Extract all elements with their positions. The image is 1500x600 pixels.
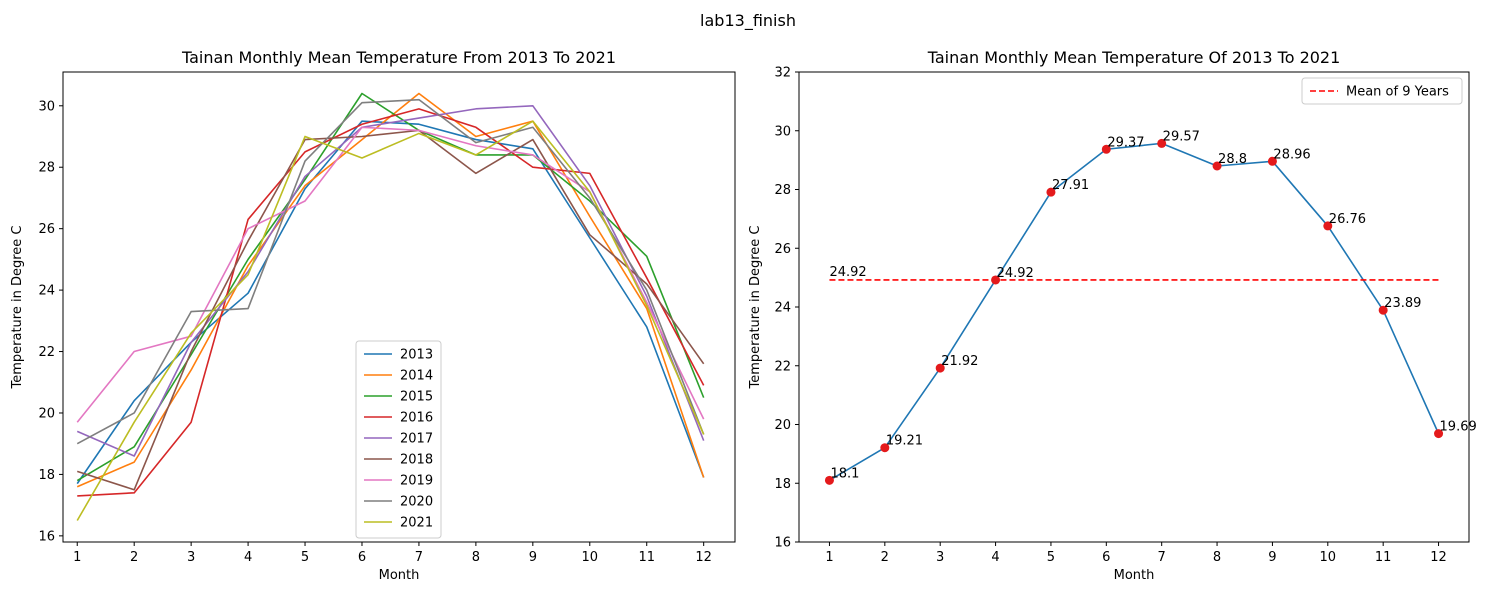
x-axis-title: Month [1114, 568, 1155, 583]
y-tick-label: 24 [774, 301, 791, 316]
legend-label-2020: 2020 [400, 495, 433, 510]
x-tick-label: 9 [529, 550, 537, 565]
data-point [1323, 221, 1333, 231]
series-line-2018 [76, 129, 705, 491]
x-tick-label: 7 [1158, 550, 1166, 565]
data-label: 29.37 [1107, 135, 1144, 150]
x-tick-label: 3 [187, 550, 195, 565]
x-tick-label: 11 [638, 550, 655, 565]
data-label: 28.96 [1273, 147, 1310, 162]
data-point [1212, 161, 1222, 171]
x-tick-label: 5 [1047, 550, 1055, 565]
data-point [1378, 305, 1388, 315]
legend-box [355, 340, 442, 539]
legend-label-2013: 2013 [400, 348, 433, 363]
data-point [1101, 144, 1111, 154]
y-tick-label: 22 [774, 359, 791, 374]
x-tick-label: 3 [936, 550, 944, 565]
y-tick-label: 24 [38, 284, 55, 299]
left-chart: Tainan Monthly Mean Temperature From 201… [10, 48, 736, 583]
data-label: 18.1 [830, 466, 859, 481]
legend-label-2018: 2018 [400, 453, 433, 468]
y-tick-label: 18 [38, 468, 55, 483]
data-label: 29.57 [1163, 129, 1200, 144]
x-tick-label: 11 [1375, 550, 1392, 565]
y-tick-label: 18 [774, 477, 791, 492]
series-line-1 [829, 142, 1440, 481]
y-axis-title: Temperature in Degree C [10, 226, 25, 390]
legend-label-mean: Mean of 9 Years [1346, 85, 1449, 100]
y-tick-label: 20 [38, 406, 55, 421]
legend-label-2019: 2019 [400, 474, 433, 489]
series-line-2021 [76, 120, 705, 521]
mean-line-label: 24.92 [829, 265, 866, 280]
x-tick-label: 12 [1430, 550, 1447, 565]
data-point [1046, 187, 1056, 197]
data-label: 28.8 [1218, 152, 1247, 167]
series-line-2017 [76, 104, 705, 457]
y-tick-label: 16 [38, 529, 55, 544]
x-tick-label: 9 [1268, 550, 1276, 565]
data-point [1157, 138, 1167, 148]
x-tick-label: 1 [73, 550, 81, 565]
right-chart: Tainan Monthly Mean Temperature Of 2013 … [748, 48, 1477, 583]
y-tick-label: 28 [38, 161, 55, 176]
series-line-2016 [77, 108, 705, 497]
y-tick-label: 20 [774, 418, 791, 433]
legend-box [1301, 77, 1463, 105]
y-tick-label: 22 [38, 345, 55, 360]
legend-label-2017: 2017 [400, 432, 433, 447]
x-tick-label: 6 [358, 550, 366, 565]
y-tick-label: 26 [774, 242, 791, 257]
series-line-2020 [76, 98, 705, 445]
x-tick-label: 1 [825, 550, 833, 565]
x-tick-label: 10 [582, 550, 599, 565]
x-tick-label: 6 [1102, 550, 1110, 565]
x-axis-title: Month [379, 568, 420, 583]
data-point [824, 475, 834, 485]
data-point [935, 363, 945, 373]
data-label: 19.69 [1440, 420, 1477, 435]
x-tick-label: 2 [881, 550, 889, 565]
x-tick-label: 7 [415, 550, 423, 565]
data-label: 19.21 [886, 434, 923, 449]
y-tick-label: 32 [774, 66, 791, 81]
data-point [1434, 429, 1444, 439]
y-tick-label: 26 [38, 222, 55, 237]
figure-title: lab13_finish [700, 11, 796, 31]
x-tick-label: 2 [130, 550, 138, 565]
legend-label-2015: 2015 [400, 390, 433, 405]
x-tick-label: 12 [695, 550, 712, 565]
legend-label-2014: 2014 [400, 369, 433, 384]
plot-frame [62, 71, 736, 543]
chart-title: Tainan Monthly Mean Temperature Of 2013 … [927, 48, 1341, 67]
data-label: 21.92 [941, 354, 978, 369]
legend-label-2021: 2021 [400, 516, 433, 531]
data-point [1267, 156, 1277, 166]
data-point [880, 443, 890, 453]
x-tick-label: 8 [1213, 550, 1221, 565]
x-tick-label: 4 [244, 550, 252, 565]
y-tick-label: 16 [774, 536, 791, 551]
x-tick-label: 5 [301, 550, 309, 565]
data-label: 26.76 [1329, 212, 1366, 227]
x-tick-label: 8 [472, 550, 480, 565]
y-tick-label: 30 [38, 99, 55, 114]
data-point [991, 275, 1001, 285]
data-label: 27.91 [1052, 178, 1089, 193]
y-tick-label: 30 [774, 124, 791, 139]
data-label: 24.92 [997, 266, 1034, 281]
chart-title: Tainan Monthly Mean Temperature From 201… [181, 48, 616, 67]
y-axis-title: Temperature in Degree C [748, 226, 763, 390]
x-tick-label: 4 [991, 550, 999, 565]
y-tick-label: 28 [774, 183, 791, 198]
legend-label-2016: 2016 [400, 411, 433, 426]
x-tick-label: 10 [1320, 550, 1337, 565]
data-label: 23.89 [1384, 296, 1421, 311]
